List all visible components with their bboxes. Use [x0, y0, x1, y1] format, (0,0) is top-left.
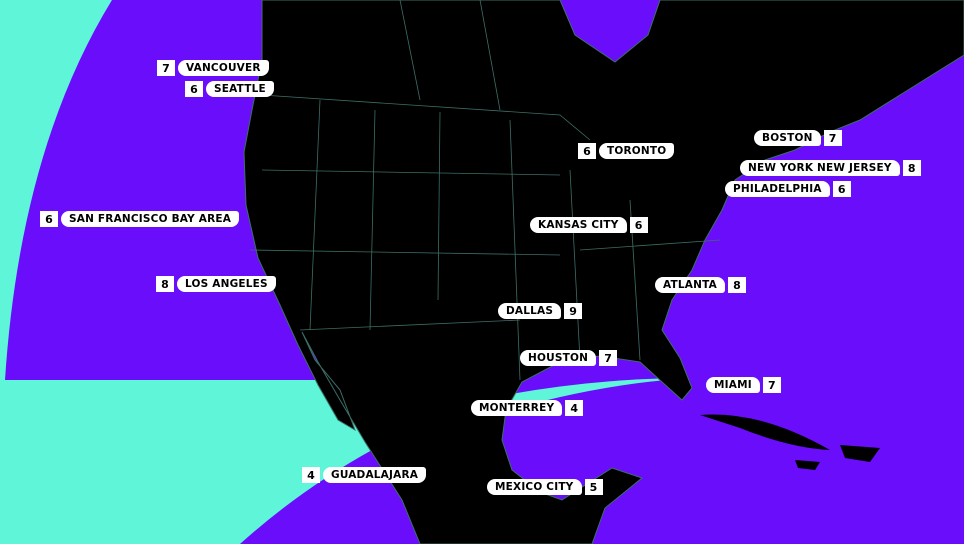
- city-name: LOS ANGELES: [177, 276, 276, 292]
- match-count: 6: [629, 217, 648, 233]
- city-label-new-york-new-jersey[interactable]: NEW YORK NEW JERSEY 8: [740, 160, 921, 176]
- match-count: 4: [302, 467, 320, 483]
- caribbean-islands: [700, 414, 880, 470]
- city-label-miami[interactable]: MIAMI 7: [706, 377, 781, 393]
- city-label-kansas-city[interactable]: KANSAS CITY 6: [530, 217, 648, 233]
- accent-streak-gulf: [505, 378, 690, 410]
- city-name: ATLANTA: [655, 277, 725, 293]
- match-count: 6: [185, 81, 203, 97]
- match-count: 8: [727, 277, 746, 293]
- match-count: 6: [832, 181, 851, 197]
- city-label-atlanta[interactable]: ATLANTA 8: [655, 277, 746, 293]
- match-count: 8: [156, 276, 174, 292]
- city-label-boston[interactable]: BOSTON 7: [754, 130, 842, 146]
- city-name: TORONTO: [599, 143, 675, 159]
- city-name: SEATTLE: [206, 81, 274, 97]
- city-label-san-francisco-bay-area[interactable]: 6 SAN FRANCISCO BAY AREA: [40, 211, 240, 227]
- city-label-mexico-city[interactable]: MEXICO CITY 5: [487, 479, 603, 495]
- city-name: DALLAS: [498, 303, 562, 319]
- state-borders: [249, 0, 721, 381]
- city-name: KANSAS CITY: [530, 217, 627, 233]
- match-count: 7: [157, 60, 175, 76]
- city-name: NEW YORK NEW JERSEY: [740, 160, 900, 176]
- match-count: 8: [902, 160, 921, 176]
- city-label-los-angeles[interactable]: 8 LOS ANGELES: [156, 276, 276, 292]
- city-name: HOUSTON: [520, 350, 597, 366]
- city-label-monterrey[interactable]: MONTERREY 4: [471, 400, 584, 416]
- match-count: 7: [823, 130, 842, 146]
- match-count: 7: [599, 350, 618, 366]
- city-name: BOSTON: [754, 130, 821, 146]
- city-name: GUADALAJARA: [323, 467, 427, 483]
- match-count: 9: [564, 303, 583, 319]
- city-label-vancouver[interactable]: 7 VANCOUVER: [157, 60, 269, 76]
- city-label-guadalajara[interactable]: 4 GUADALAJARA: [302, 467, 427, 483]
- city-name: MIAMI: [706, 377, 760, 393]
- city-label-dallas[interactable]: DALLAS 9: [498, 303, 583, 319]
- match-count: 4: [565, 400, 584, 416]
- match-count: 5: [584, 479, 603, 495]
- accent-arc-bottom: [0, 380, 374, 544]
- city-name: PHILADELPHIA: [725, 181, 830, 197]
- match-count: 7: [762, 377, 781, 393]
- city-label-houston[interactable]: HOUSTON 7: [520, 350, 618, 366]
- accent-arc-left: [0, 0, 112, 380]
- city-label-toronto[interactable]: 6 TORONTO: [578, 143, 675, 159]
- match-count: 6: [40, 211, 58, 227]
- city-name: VANCOUVER: [178, 60, 269, 76]
- north-america-land: [243, 0, 964, 544]
- city-name: MEXICO CITY: [487, 479, 582, 495]
- city-name: MONTERREY: [471, 400, 563, 416]
- match-count: 6: [578, 143, 596, 159]
- city-label-seattle[interactable]: 6 SEATTLE: [185, 81, 274, 97]
- city-name: SAN FRANCISCO BAY AREA: [61, 211, 240, 227]
- city-label-philadelphia[interactable]: PHILADELPHIA 6: [725, 181, 851, 197]
